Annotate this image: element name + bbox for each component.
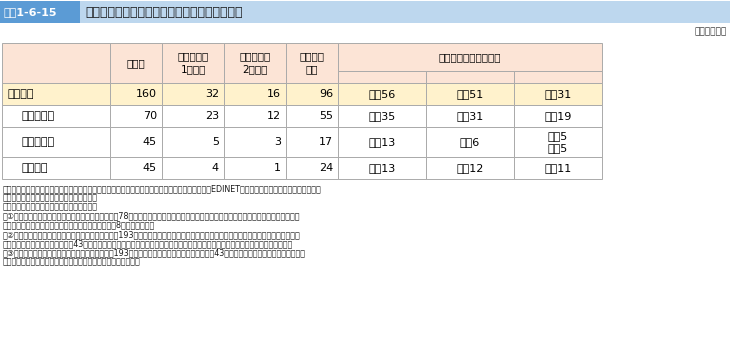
Text: 4: 4 — [212, 163, 219, 173]
Bar — [338, 71, 426, 83]
Bar — [286, 157, 338, 179]
Text: 12: 12 — [267, 111, 281, 121]
Text: 米国5
タイ5: 米国5 タイ5 — [548, 131, 568, 153]
Text: 中国56: 中国56 — [369, 89, 396, 99]
Text: 食品小売業: 食品小売業 — [21, 137, 54, 147]
Bar — [286, 127, 338, 157]
Text: ケア、電子商取引、食品企画・販売、外食である8社を除いたもの: ケア、電子商取引、食品企画・販売、外食である8社を除いたもの — [3, 221, 155, 230]
Text: 香港13: 香港13 — [369, 163, 396, 173]
Bar — [514, 157, 602, 179]
Text: 1: 1 — [274, 163, 281, 173]
Bar — [224, 43, 286, 83]
Text: 食品産業: 食品産業 — [7, 89, 34, 99]
Text: ②「食品小売業」は、業種区分が「小売業」である193社のうち、主要セグメントがコンビニエンスストア、食品小売、スーパーマー: ②「食品小売業」は、業種区分が「小売業」である193社のうち、主要セグメントがコ… — [3, 230, 301, 239]
Text: 中国31: 中国31 — [456, 111, 483, 121]
Text: 資料：金融庁「金融商品取引法に基づく有価証券報告書等の開示書類に関する電子開示システム（EDINET）」、東京証券取引所「東証上場会社: 資料：金融庁「金融商品取引法に基づく有価証券報告書等の開示書類に関する電子開示シ… — [3, 184, 322, 193]
Bar — [426, 83, 514, 105]
Text: 45: 45 — [143, 163, 157, 173]
Bar — [426, 105, 514, 127]
Text: タイ19: タイ19 — [545, 111, 572, 121]
Text: 70: 70 — [143, 111, 157, 121]
Bar — [224, 83, 286, 105]
Bar — [286, 83, 338, 105]
Bar — [338, 105, 426, 127]
Text: 中国13: 中国13 — [369, 137, 396, 147]
Bar — [286, 105, 338, 127]
Text: 16: 16 — [267, 89, 281, 99]
Bar — [338, 83, 426, 105]
Bar — [2, 43, 110, 83]
Bar — [2, 127, 110, 157]
Bar — [514, 105, 602, 127]
Text: 食品製造業: 食品製造業 — [21, 111, 54, 121]
Bar — [162, 157, 224, 179]
Bar — [426, 71, 514, 83]
Text: 45: 45 — [143, 137, 157, 147]
Text: 米国11: 米国11 — [545, 163, 572, 173]
Text: ケット、百貨店、総菜である43社に、業種区分が「サービス業」であって主要セグメントが食品小売に該当する２社を加えたもの: ケット、百貨店、総菜である43社に、業種区分が「サービス業」であって主要セグメン… — [3, 239, 293, 248]
Text: 23: 23 — [205, 111, 219, 121]
Text: 96: 96 — [319, 89, 333, 99]
Bar — [2, 105, 110, 127]
Text: 図表1-6-15: 図表1-6-15 — [4, 7, 58, 17]
Bar — [338, 157, 426, 179]
Bar — [110, 157, 162, 179]
Bar — [162, 83, 224, 105]
Text: 32: 32 — [205, 89, 219, 99]
Text: 3: 3 — [274, 137, 281, 147]
Bar — [426, 127, 514, 157]
Bar — [514, 71, 602, 83]
Text: 注：業種区分は、東証一部上場企業のうち、: 注：業種区分は、東証一部上場企業のうち、 — [3, 202, 98, 211]
Text: 55: 55 — [319, 111, 333, 121]
Text: 米国35: 米国35 — [369, 111, 396, 121]
Text: 企業数: 企業数 — [126, 58, 145, 68]
Text: 中国12: 中国12 — [456, 163, 484, 173]
Text: 台湾6: 台湾6 — [460, 137, 480, 147]
Text: ③「外食産業」は、業種区分が「小売業」である193社のうち、主要セグメントが外食である43社に、業種区分が「卸売業」であって: ③「外食産業」は、業種区分が「小売業」である193社のうち、主要セグメントが外食… — [3, 248, 306, 257]
Text: 進出上位３か国・地域: 進出上位３か国・地域 — [439, 52, 502, 62]
Text: 17: 17 — [319, 137, 333, 147]
Bar — [224, 157, 286, 179]
Bar — [514, 83, 602, 105]
Text: 5: 5 — [212, 137, 219, 147]
Bar — [338, 43, 602, 71]
Bar — [224, 127, 286, 157]
Text: （単位：社）: （単位：社） — [695, 27, 727, 36]
Text: 米国51: 米国51 — [456, 89, 483, 99]
Bar — [162, 43, 224, 83]
Bar — [2, 157, 110, 179]
Text: タイ31: タイ31 — [545, 89, 572, 99]
Bar — [110, 127, 162, 157]
Text: 食品企業の全売上高に占める海外売上高の割合: 食品企業の全売上高に占める海外売上高の割合 — [85, 6, 242, 19]
Bar — [80, 1, 730, 23]
Bar — [2, 83, 110, 105]
Bar — [110, 43, 162, 83]
Bar — [0, 1, 80, 23]
Text: 主要セグメントが「外食産業」に該当する２社を加えたもの: 主要セグメントが「外食産業」に該当する２社を加えたもの — [3, 258, 141, 267]
Bar — [162, 127, 224, 157]
Text: 海外売上高
1割以上: 海外売上高 1割以上 — [177, 51, 209, 75]
Text: 160: 160 — [136, 89, 157, 99]
Bar — [426, 157, 514, 179]
Text: 情報サービス」を基に農林水産省作成: 情報サービス」を基に農林水産省作成 — [3, 193, 98, 202]
Text: 海外進出
あり: 海外進出 あり — [299, 51, 325, 75]
Bar — [338, 127, 426, 157]
Bar — [110, 83, 162, 105]
Bar — [286, 43, 338, 83]
Text: 24: 24 — [319, 163, 333, 173]
Bar — [514, 127, 602, 157]
Text: 海外売上高
2割以上: 海外売上高 2割以上 — [239, 51, 271, 75]
Text: ①「食品製造業」は、業種区分が「食料品」である78社のうち、主要セグメント（売上げが最も多い部門）が、たばこ、飼料、ヘルス: ①「食品製造業」は、業種区分が「食料品」である78社のうち、主要セグメント（売上… — [3, 212, 301, 220]
Bar — [110, 105, 162, 127]
Bar — [162, 105, 224, 127]
Text: 外食産業: 外食産業 — [21, 163, 47, 173]
Bar — [224, 105, 286, 127]
